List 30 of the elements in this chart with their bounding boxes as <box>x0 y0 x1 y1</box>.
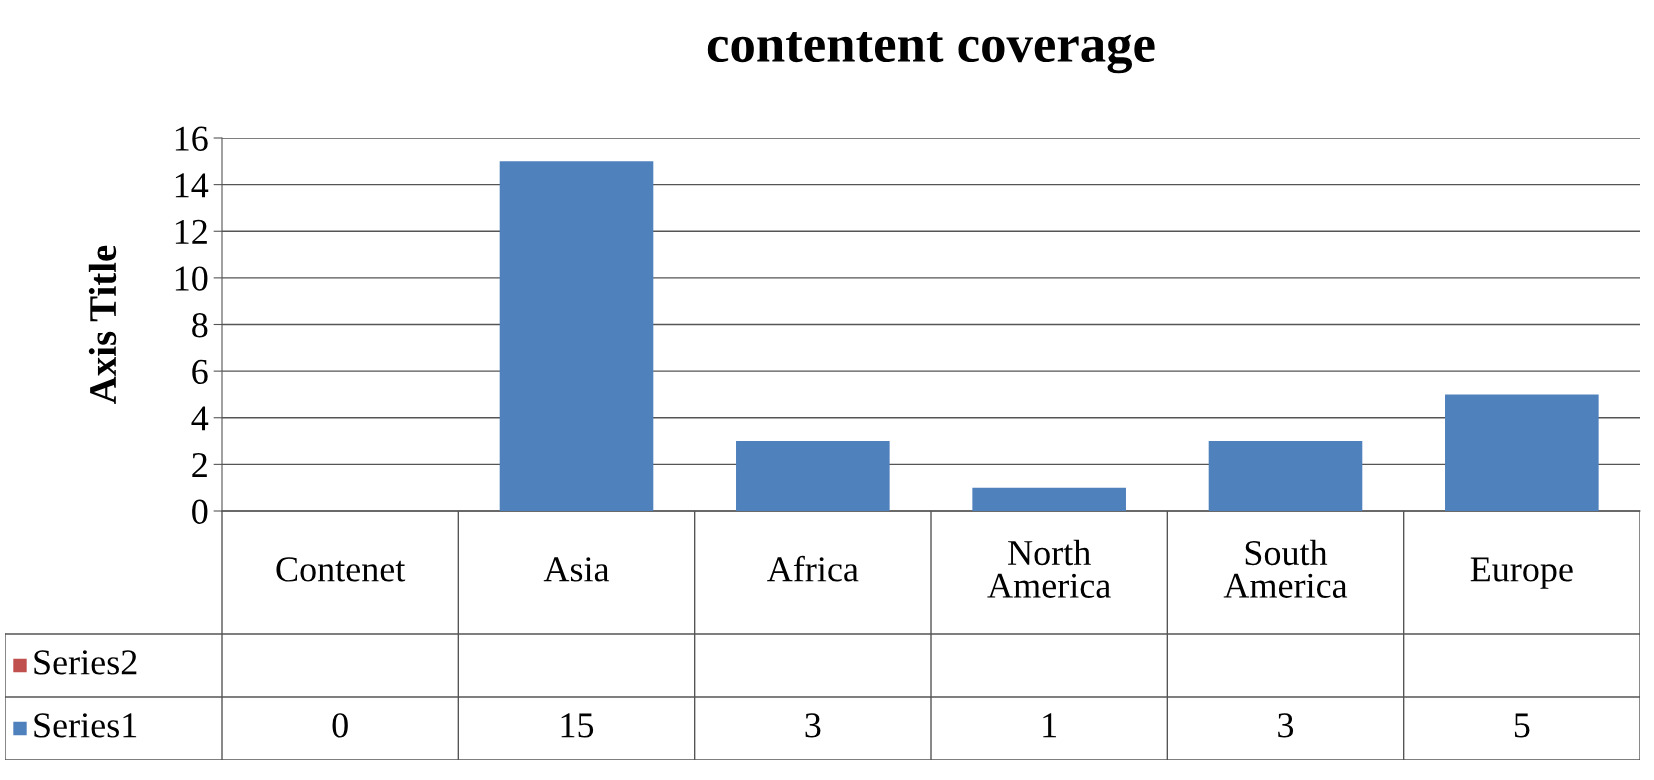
x-tick-label: South America <box>1223 539 1348 598</box>
y-tick-label: 16 <box>175 126 208 151</box>
y-tick-label: 0 <box>192 499 208 524</box>
y-tick-label: 10 <box>175 266 208 291</box>
legend-label: Series1 <box>34 713 137 738</box>
y-tick-label: 6 <box>192 359 208 385</box>
data-label: 1 <box>1043 713 1057 738</box>
data-label: 5 <box>1514 713 1530 738</box>
y-axis-title: Axis Title <box>88 245 117 404</box>
data-label: 15 <box>561 713 594 738</box>
data-label: 3 <box>1278 713 1294 738</box>
y-tick-label: 12 <box>175 219 207 244</box>
x-tick-label: Contenet <box>276 557 406 582</box>
y-tick-label: 2 <box>192 452 207 477</box>
bar <box>1445 394 1599 511</box>
y-tick-label: 14 <box>175 173 209 198</box>
x-tick-label: Europe <box>1470 557 1573 589</box>
bar <box>736 441 890 511</box>
y-tick-label: 8 <box>192 313 208 338</box>
bar <box>1208 441 1363 511</box>
bar <box>972 487 1126 511</box>
legend-label: Series2 <box>34 650 137 675</box>
x-tick-label: Asia <box>543 557 610 582</box>
bar <box>499 161 654 511</box>
y-tick-label: 4 <box>191 406 209 431</box>
data-label: 3 <box>805 713 821 738</box>
chart-title: contentent coverage <box>707 31 1155 74</box>
x-tick-label: Africa <box>767 555 859 582</box>
x-tick-label: North America <box>987 539 1111 598</box>
data-label: 0 <box>332 713 348 738</box>
